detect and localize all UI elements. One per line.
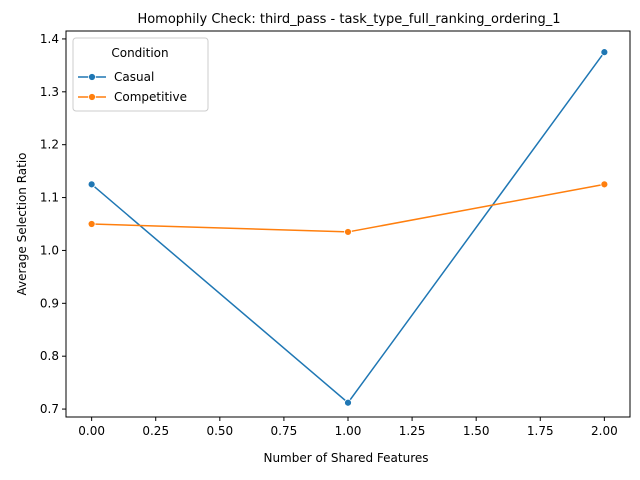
legend: Condition Casual Competitive [72,37,209,112]
series-line-competitive [91,183,605,233]
legend-item-casual: Casual [78,70,154,84]
legend-swatch-marker [88,73,96,81]
y-axis: 0.7 0.8 0.9 1.0 1.1 1.2 1.3 1.4 [40,32,66,416]
legend-title: Condition [111,46,168,60]
y-tick-label: 0.9 [40,296,59,310]
y-tick-label: 0.7 [40,402,59,416]
x-tick-label: 0.25 [142,424,169,438]
data-point-competitive [600,180,609,189]
y-tick-label: 1.2 [40,138,59,152]
y-tick-label: 1.1 [40,191,59,205]
data-point-competitive [344,228,352,236]
x-tick-label: 1.25 [399,424,426,438]
legend-swatch-marker [88,93,96,101]
x-tick-label: 1.50 [463,424,490,438]
x-axis: 0.00 0.25 0.50 0.75 1.00 1.25 1.50 1.75 2.00 [78,417,618,438]
data-point-casual [344,398,352,407]
y-tick-label: 1.4 [40,32,59,46]
x-tick-label: 2.00 [591,424,618,438]
x-tick-label: 1.75 [527,424,554,438]
y-tick-label: 0.8 [40,349,59,363]
chart-title: Homophily Check: third_pass - task_type_… [137,12,560,27]
x-axis-label: Number of Shared Features [263,451,428,465]
legend-frame [72,37,209,112]
x-tick-label: 0.75 [271,424,298,438]
x-tick-label: 0.50 [206,424,233,438]
y-tick-label: 1.0 [40,243,59,257]
x-tick-label: 1.00 [335,424,362,438]
x-tick-label: 0.00 [78,424,105,438]
y-tick-label: 1.3 [40,85,59,99]
data-point-casual [600,48,609,57]
data-point-competitive [87,220,96,228]
legend-label: Casual [114,70,154,84]
legend-item-competitive: Competitive [78,90,187,104]
plot-area [87,48,609,407]
legend-label: Competitive [114,90,187,104]
y-axis-label: Average Selection Ratio [15,152,29,295]
data-point-casual [87,180,96,189]
